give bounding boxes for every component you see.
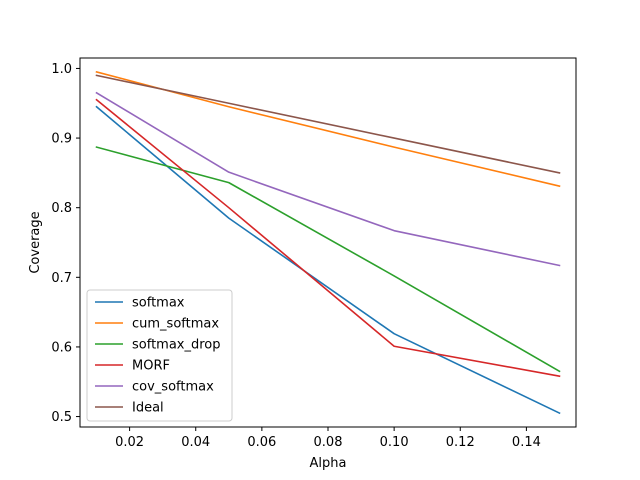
legend: softmax cum_softmax softmax_drop MORF cov_so… xyxy=(86,289,233,422)
x-axis-label: Alpha xyxy=(310,456,347,471)
y-tick-label: 0.7 xyxy=(51,271,72,286)
x-tick-label: 0.06 xyxy=(247,435,276,450)
x-tick-label: 0.04 xyxy=(181,435,210,450)
y-tick-label: 0.9 xyxy=(51,132,72,147)
y-tick-label: 1.0 xyxy=(51,62,72,77)
y-tick-label: 0.6 xyxy=(51,340,72,355)
legend-label: Ideal xyxy=(132,401,164,416)
y-tick-label: 0.8 xyxy=(51,201,72,216)
legend-label: MORF xyxy=(132,359,170,374)
legend-label: softmax xyxy=(132,296,185,311)
y-axis-label: Coverage xyxy=(28,211,43,273)
x-axis-ticks: 0.02 0.04 0.06 0.08 0.10 0.12 0.14 xyxy=(115,427,541,450)
series-line-morf xyxy=(95,98,561,378)
x-tick-label: 0.08 xyxy=(314,435,343,450)
x-tick-label: 0.02 xyxy=(115,435,144,450)
legend-label: cum_softmax xyxy=(132,317,219,332)
x-tick-label: 0.10 xyxy=(380,435,409,450)
series-line-softmax-drop xyxy=(95,146,561,373)
legend-label: softmax_drop xyxy=(132,338,221,353)
x-tick-label: 0.14 xyxy=(512,435,541,450)
legend-label: cov_softmax xyxy=(132,380,214,395)
y-axis-ticks: 0.5 0.6 0.7 0.8 0.9 1.0 xyxy=(51,62,80,425)
legend-box xyxy=(86,289,233,422)
x-tick-label: 0.12 xyxy=(446,435,475,450)
series-line-cov-softmax xyxy=(95,91,561,267)
series-layer xyxy=(95,70,561,415)
series-line-ideal xyxy=(95,74,561,174)
y-tick-label: 0.5 xyxy=(51,410,72,425)
series-line-softmax xyxy=(95,105,561,415)
